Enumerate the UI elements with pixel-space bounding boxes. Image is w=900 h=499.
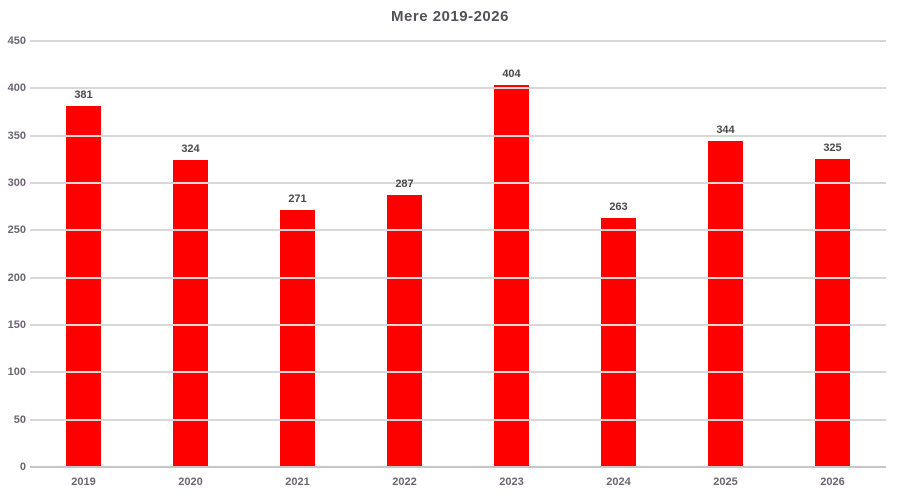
chart-title: Mere 2019-2026 <box>391 8 509 25</box>
y-axis-tick-label: 300 <box>7 177 26 189</box>
bar-2019 <box>66 106 101 467</box>
bar-value-label: 287 <box>395 178 414 191</box>
bar-2024 <box>601 218 636 467</box>
gridline <box>30 229 886 232</box>
gridline <box>30 276 886 279</box>
bar-value-label: 271 <box>288 193 307 206</box>
bar-2021 <box>280 210 315 467</box>
bar-2020 <box>173 160 208 467</box>
y-axis-tick-label: 250 <box>7 224 26 237</box>
bar-value-label: 344 <box>716 124 735 137</box>
y-axis-tick-label: 450 <box>7 35 26 47</box>
bar-2023 <box>494 84 529 467</box>
bar-2022 <box>387 195 422 467</box>
bar-2026 <box>815 159 850 467</box>
x-axis-label: 2022 <box>392 476 417 488</box>
gridline <box>30 324 886 326</box>
x-axis-label: 2023 <box>499 476 524 488</box>
bar-value-label: 404 <box>502 67 521 80</box>
gridline <box>30 87 886 90</box>
gridline <box>30 182 886 184</box>
x-axis-label: 2019 <box>71 476 96 488</box>
y-axis-tick-label: 0 <box>19 461 26 473</box>
x-axis-label: 2020 <box>178 476 203 488</box>
bar-value-label: 263 <box>609 201 628 214</box>
x-axis-label: 2025 <box>713 476 738 488</box>
gridline <box>30 418 886 421</box>
x-axis-label: 2024 <box>606 476 631 488</box>
y-axis-tick-label: 200 <box>7 271 26 284</box>
gridline <box>30 134 886 137</box>
y-axis-tick-label: 150 <box>7 319 26 331</box>
y-axis-tick-label: 50 <box>13 413 26 426</box>
y-axis-tick-label: 350 <box>7 129 26 142</box>
bar-value-label: 324 <box>181 143 200 156</box>
bar-value-label: 381 <box>74 89 93 102</box>
gridline <box>30 40 886 42</box>
bar-value-label: 325 <box>823 142 842 155</box>
y-axis-tick-label: 100 <box>7 366 26 379</box>
x-axis-label: 2021 <box>285 476 310 488</box>
x-axis-label: 2026 <box>820 476 845 488</box>
x-axis-line <box>30 466 886 468</box>
y-axis-tick-label: 400 <box>7 82 26 95</box>
bar-2025 <box>708 141 743 467</box>
gridline <box>30 371 886 374</box>
